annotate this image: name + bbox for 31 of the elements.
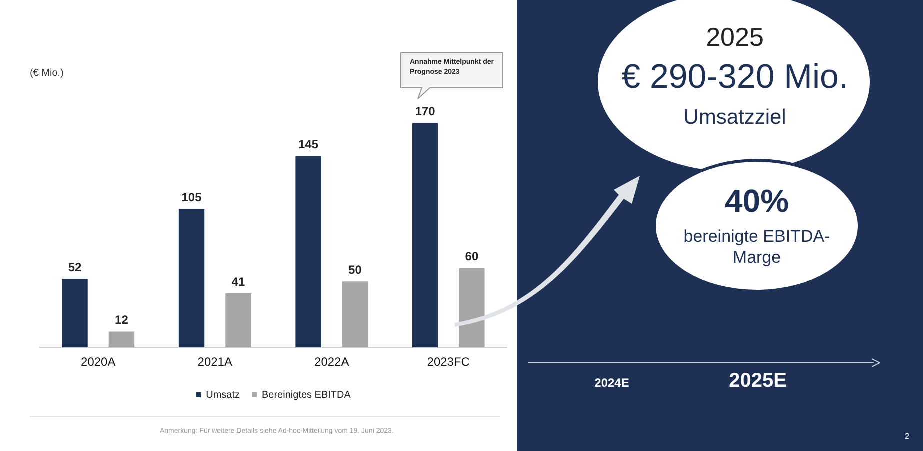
bar xyxy=(459,268,485,348)
x-tick-label: 2023FC xyxy=(427,355,470,370)
bar xyxy=(296,156,322,348)
data-label: 41 xyxy=(232,274,246,289)
bar xyxy=(226,293,252,348)
x-tick-label: 2022A xyxy=(314,355,350,370)
text: Umsatzziel xyxy=(682,106,788,130)
bar xyxy=(178,209,205,348)
data-label: 52 xyxy=(68,260,82,274)
data-label: 170 xyxy=(415,104,436,119)
legend-label: Bereinigtes EBITDA xyxy=(262,390,352,401)
y-axis-title: (€ Mio.) xyxy=(30,68,64,79)
data-label: 105 xyxy=(182,190,202,204)
data-label: 145 xyxy=(298,138,319,152)
data-label: 50 xyxy=(348,262,362,277)
text: 2024E xyxy=(594,376,630,390)
data-label: 60 xyxy=(465,250,479,264)
legend-label: Umsatz xyxy=(206,390,240,401)
data-label: 12 xyxy=(115,313,129,328)
text: 2 xyxy=(905,432,910,441)
text: 2025E xyxy=(728,370,788,393)
text: € 290-320 Mio. xyxy=(622,58,848,96)
text: 2025 xyxy=(705,22,765,53)
bar xyxy=(108,332,135,348)
x-tick-label: 2021A xyxy=(198,355,232,370)
bar xyxy=(342,282,368,348)
bar xyxy=(62,278,88,348)
text: bereinigte EBITDA-Marge xyxy=(682,226,832,268)
text: 40% xyxy=(724,183,790,220)
x-tick-label: 2020A xyxy=(81,355,116,370)
bar xyxy=(412,123,438,348)
